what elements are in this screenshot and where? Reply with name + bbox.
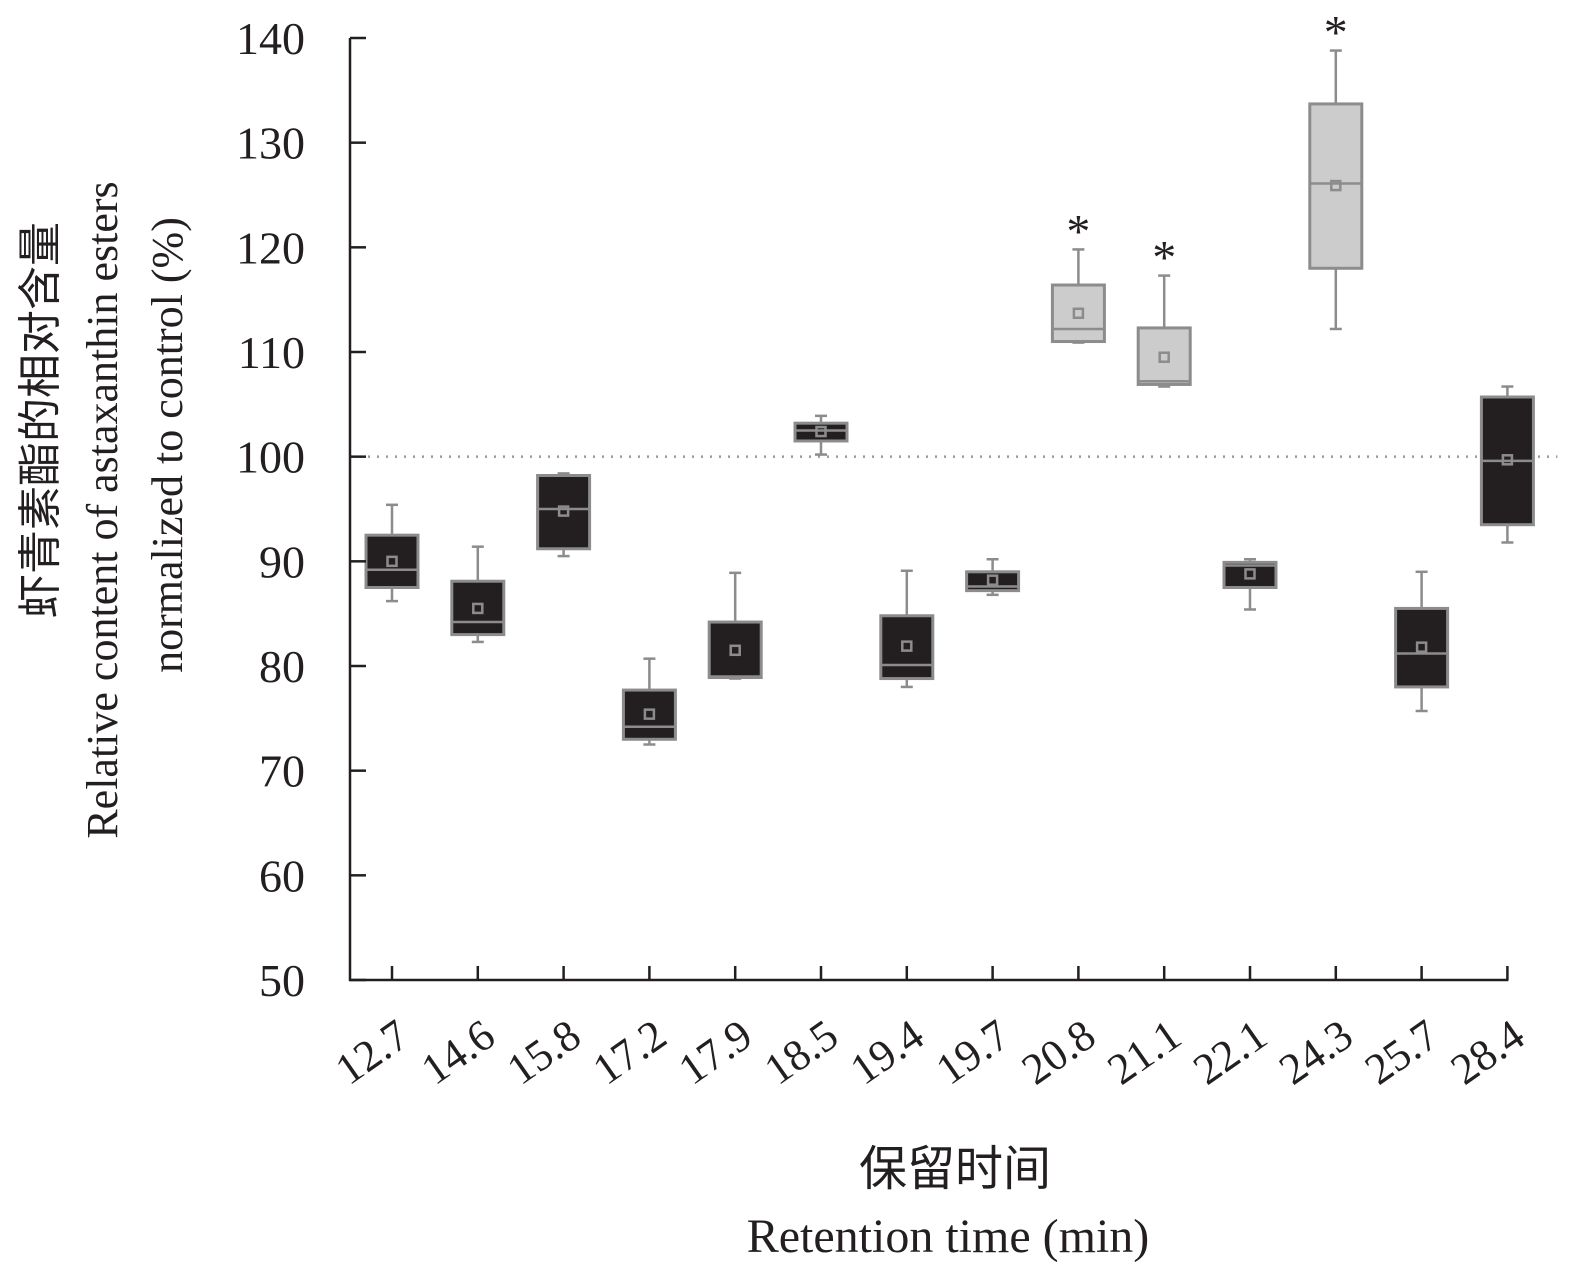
x-axis-title-cn: 保留时间 xyxy=(859,1143,1051,1196)
box-21.1: * xyxy=(1136,232,1192,388)
y-tick-label: 60 xyxy=(259,850,305,901)
y-axis-title-cn: 虾青素酯的相对含量 xyxy=(16,222,65,618)
y-axis-title-line1: Relative content of astaxanthin esters xyxy=(78,181,127,838)
x-tick-label: 15.8 xyxy=(498,1010,589,1094)
iqr-box xyxy=(1050,283,1106,344)
box-28.4 xyxy=(1479,385,1535,544)
box-17.9 xyxy=(707,571,763,680)
x-tick-label: 28.4 xyxy=(1442,1010,1533,1094)
x-tick-label: 25.7 xyxy=(1356,1010,1447,1094)
box-22.1 xyxy=(1222,557,1278,611)
mean-marker xyxy=(986,574,999,586)
x-tick-label: 14.6 xyxy=(412,1010,503,1094)
mean-marker xyxy=(1244,568,1256,580)
box-12.7 xyxy=(364,503,420,603)
box-25.7 xyxy=(1394,570,1450,713)
iqr-box xyxy=(450,579,506,637)
iqr-box xyxy=(536,474,592,551)
x-tick-label: 18.5 xyxy=(756,1010,847,1094)
iqr-box xyxy=(1308,102,1364,270)
mean-marker xyxy=(386,555,398,568)
iqr-box xyxy=(1136,326,1192,386)
mean-marker xyxy=(1330,179,1342,192)
x-tick-label: 22.1 xyxy=(1185,1010,1276,1094)
x-tick-label: 24.3 xyxy=(1270,1010,1361,1094)
mean-marker xyxy=(472,602,484,615)
x-tick-label: 19.7 xyxy=(927,1010,1018,1094)
mean-marker xyxy=(1158,351,1170,363)
significance-asterisk: * xyxy=(1152,232,1176,285)
box-24.3: * xyxy=(1308,7,1364,331)
iqr-box xyxy=(1394,606,1450,689)
box-20.8: * xyxy=(1050,205,1106,344)
box-17.2 xyxy=(621,657,677,746)
y-tick-label: 70 xyxy=(259,746,305,797)
mean-marker xyxy=(557,505,570,517)
mean-marker xyxy=(815,425,827,438)
iqr-box xyxy=(793,421,849,443)
box-15.8 xyxy=(536,472,592,558)
iqr-box xyxy=(879,614,935,681)
mean-marker xyxy=(901,640,913,652)
box-18.5 xyxy=(793,414,849,456)
iqr-box xyxy=(707,620,763,680)
y-tick-label: 130 xyxy=(236,118,305,169)
y-tick-label: 140 xyxy=(236,13,305,64)
x-tick-label: 20.8 xyxy=(1013,1010,1104,1094)
mean-marker xyxy=(1072,307,1085,320)
y-tick-label: 110 xyxy=(238,327,305,378)
iqr-box xyxy=(621,688,677,741)
y-tick-label: 120 xyxy=(236,222,305,273)
box-14.6 xyxy=(450,545,506,644)
x-tick-label: 12.7 xyxy=(327,1010,418,1094)
mean-marker xyxy=(729,644,741,657)
x-tick-label: 17.2 xyxy=(584,1010,675,1094)
x-axis-title: Retention time (min) xyxy=(747,1210,1150,1263)
y-tick-label: 100 xyxy=(236,432,305,483)
mean-marker xyxy=(1501,454,1514,466)
x-tick-label: 21.1 xyxy=(1099,1010,1190,1094)
significance-asterisk: * xyxy=(1066,205,1090,258)
significance-asterisk: * xyxy=(1324,7,1348,60)
x-tick-label: 19.4 xyxy=(841,1010,932,1094)
mean-marker xyxy=(643,708,656,720)
x-tick-label: 17.9 xyxy=(670,1010,761,1094)
y-tick-label: 80 xyxy=(259,641,305,692)
y-tick-label: 90 xyxy=(259,536,305,587)
box-19.7 xyxy=(965,557,1021,597)
box-19.4 xyxy=(879,569,935,689)
y-axis-title-line2: normalized to control (%) xyxy=(143,217,192,673)
y-tick-label: 50 xyxy=(259,955,305,1006)
iqr-box xyxy=(364,533,420,590)
mean-marker xyxy=(1415,641,1428,653)
